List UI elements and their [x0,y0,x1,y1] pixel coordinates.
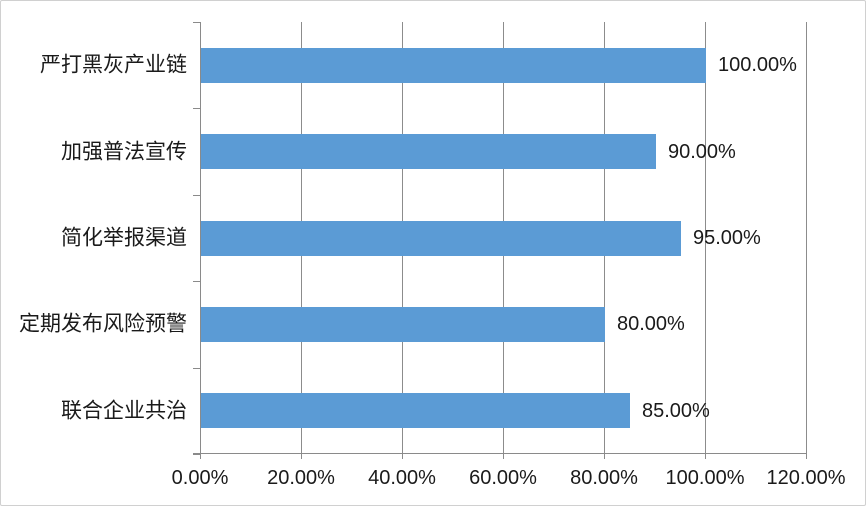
x-axis-tick-mark [503,453,504,459]
category-label: 加强普法宣传 [61,140,187,164]
y-axis-tick-mark [193,368,200,369]
bar [201,307,605,342]
x-axis-tick-label: 60.00% [469,467,537,489]
category-label: 严打黑灰产业链 [40,53,187,77]
bar-value-label: 95.00% [693,227,761,249]
bar-value-label: 90.00% [668,141,736,163]
x-axis-tick-label: 120.00% [766,467,846,489]
category-label: 联合企业共治 [61,399,187,423]
x-axis-line [193,453,807,454]
category-label: 简化举报渠道 [61,226,187,250]
y-axis-tick-mark [193,108,200,109]
gridline [806,22,807,454]
x-axis-tick-mark [301,453,302,459]
x-axis-tick-mark [200,453,201,459]
bar [201,393,630,428]
bar [201,221,681,256]
x-axis-tick-label: 80.00% [570,467,638,489]
x-axis-tick-mark [402,453,403,459]
category-label: 定期发布风险预警 [19,312,187,336]
x-axis-tick-label: 0.00% [171,467,229,489]
x-axis-tick-mark [806,453,807,459]
y-axis-tick-mark [193,22,200,23]
x-axis-tick-label: 100.00% [665,467,745,489]
y-axis-line [200,22,201,454]
bar-value-label: 85.00% [642,400,710,422]
gridline [705,22,706,454]
x-axis-tick-mark [604,453,605,459]
y-axis-tick-mark [193,454,200,455]
x-axis-tick-label: 20.00% [267,467,335,489]
bar-value-label: 100.00% [718,54,797,76]
bar-value-label: 80.00% [617,313,685,335]
bar [201,48,706,83]
y-axis-tick-mark [193,195,200,196]
bar [201,134,656,169]
y-axis-tick-mark [193,281,200,282]
x-axis-tick-label: 40.00% [368,467,436,489]
x-axis-tick-mark [705,453,706,459]
